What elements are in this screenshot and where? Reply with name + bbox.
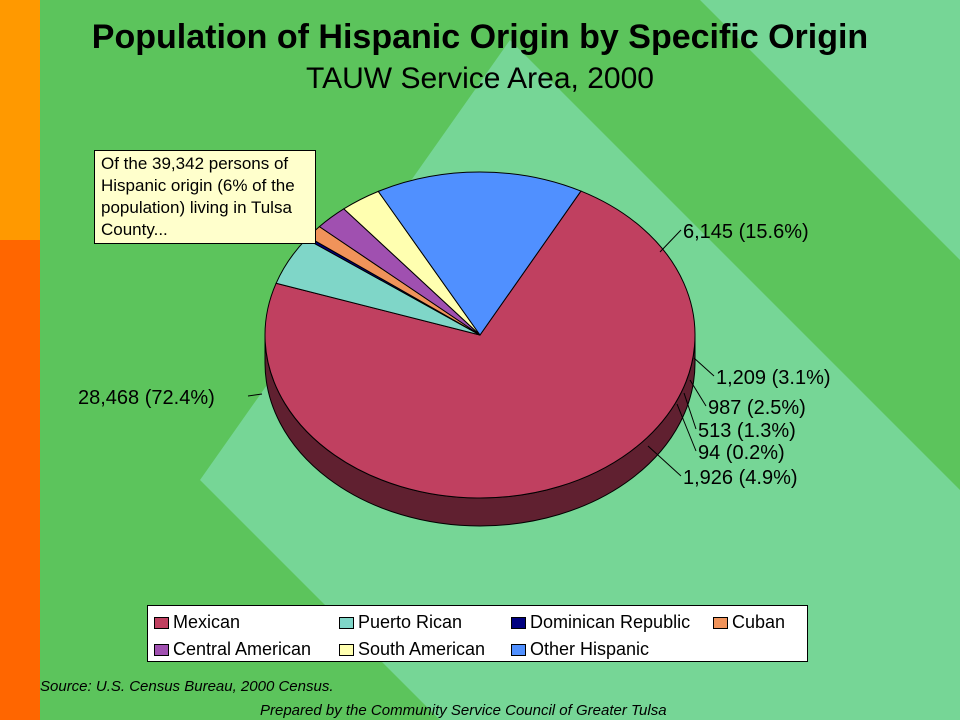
legend-label-south-american: South American: [358, 639, 486, 659]
source-note: Source: U.S. Census Bureau, 2000 Census.: [40, 678, 334, 695]
data-label-puerto-rican: 1,926 (4.9%): [683, 467, 798, 489]
callout-note: Of the 39,342 persons of Hispanic origin…: [94, 150, 316, 244]
legend-label-cuban: Cuban: [732, 612, 786, 632]
legend-swatch-dominican-republic: [511, 616, 526, 629]
legend-swatch-other-hispanic: [511, 643, 526, 656]
leader-line-puerto-rican: [647, 445, 682, 477]
data-label-cuban: 513 (1.3%): [698, 420, 796, 442]
leader-line-dominican-republic: [676, 403, 697, 452]
leader-line-south-american: [693, 357, 715, 377]
accent-bar-top: [0, 0, 40, 240]
data-label-dominican-republic: 94 (0.2%): [698, 442, 785, 464]
leader-line-central-american: [689, 379, 707, 407]
chart-legend: Mexican Puerto Rican Dominican Republic …: [147, 605, 808, 662]
legend-swatch-south-american: [339, 643, 354, 656]
legend-label-puerto-rican: Puerto Rican: [358, 612, 463, 632]
chart-subtitle: TAUW Service Area, 2000: [306, 62, 654, 95]
legend-item-central-american: Central American: [154, 639, 311, 660]
leader-line-cuban: [683, 392, 697, 430]
legend-swatch-mexican: [154, 616, 169, 629]
leader-line-other-hispanic: [659, 229, 682, 253]
data-label-other-hispanic: 6,145 (15.6%): [683, 221, 809, 243]
pie-slice-other-hispanic: [377, 171, 582, 336]
prepared-by-note: Prepared by the Community Service Counci…: [260, 702, 667, 719]
leader-line-mexican: [247, 393, 263, 397]
legend-item-cuban: Cuban: [713, 612, 785, 633]
legend-label-mexican: Mexican: [173, 612, 241, 632]
legend-swatch-central-american: [154, 643, 169, 656]
data-label-mexican: 28,468 (72.4%): [78, 387, 215, 409]
legend-swatch-cuban: [713, 616, 728, 629]
legend-item-other-hispanic: Other Hispanic: [511, 639, 649, 660]
pie-slice-mexican: [264, 190, 696, 499]
data-label-south-american: 1,209 (3.1%): [716, 367, 831, 389]
legend-item-dominican-republic: Dominican Republic: [511, 612, 690, 633]
legend-item-south-american: South American: [339, 639, 485, 660]
data-label-central-american: 987 (2.5%): [708, 397, 806, 419]
legend-item-mexican: Mexican: [154, 612, 240, 633]
legend-label-other-hispanic: Other Hispanic: [530, 639, 650, 659]
legend-item-puerto-rican: Puerto Rican: [339, 612, 462, 633]
legend-label-central-american: Central American: [173, 639, 312, 659]
accent-bar-bottom: [0, 240, 40, 720]
legend-label-dominican-republic: Dominican Republic: [530, 612, 691, 632]
chart-title: Population of Hispanic Origin by Specifi…: [91, 18, 869, 56]
legend-swatch-puerto-rican: [339, 616, 354, 629]
